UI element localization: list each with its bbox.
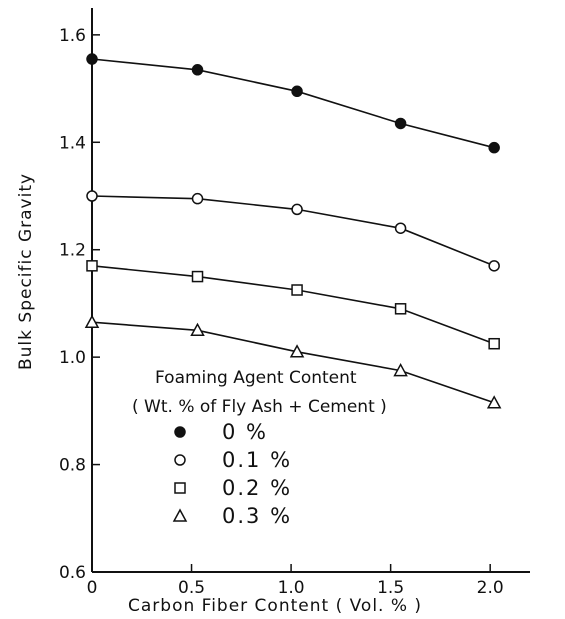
data-point [190,322,205,337]
y-tick-label: 1.2 [59,241,86,261]
data-point [86,190,98,202]
data-point [291,284,303,296]
series-layer [84,53,502,409]
legend-title-line1: Foaming Agent Content [155,368,357,388]
data-point [488,141,500,154]
series-3 [84,314,502,409]
legend-marker [174,482,186,494]
series-1 [86,190,500,272]
series-line [91,58,495,149]
y-tick-label: 1.4 [59,133,86,153]
data-point [84,314,100,328]
x-tick-label: 1.5 [377,578,404,598]
y-tick-label: 0.6 [59,563,86,583]
data-point [291,203,303,216]
data-point [488,337,500,350]
legend-label: 0.1 % [222,448,292,472]
series-line [91,321,495,404]
data-point [191,64,204,76]
data-point [191,192,204,205]
data-point [394,222,407,234]
legend-label: 0.3 % [222,504,292,528]
legend-label: 0 % [222,420,268,444]
axes: 0 0.5 1.0 1.5 2.0 0.6 0.8 1.0 1.2 1.4 1.6 [59,8,530,598]
y-tick-label: 0.8 [59,456,86,476]
data-point [291,85,303,98]
x-tick-label: 2.0 [477,578,504,598]
legend-marker [174,426,186,438]
data-point [86,260,98,272]
data-point [394,117,407,130]
series-0 [86,53,500,154]
x-axis-title: Carbon Fiber Content ( Vol. % ) [128,596,422,616]
data-point [486,395,502,409]
legend-marker [174,454,186,466]
data-point [488,260,500,272]
series-2 [86,260,500,350]
legend-marker [172,508,188,522]
y-axis-title: Bulk Specific Gravity [16,173,36,370]
data-point [394,303,407,315]
x-tick-label: 0 [87,578,98,598]
x-tick-label: 1.0 [278,578,305,598]
legend-label: 0.2 % [222,476,292,500]
y-tick-label: 1.6 [59,26,86,46]
legend-title-line2: ( Wt. % of Fly Ash + Cement ) [132,397,387,417]
data-point [393,363,408,377]
data-point [289,344,305,358]
x-tick-label: 0.5 [178,578,205,598]
data-point [191,270,204,283]
legend: Foaming Agent Content ( Wt. % of Fly Ash… [132,368,387,528]
data-point [86,53,98,65]
y-tick-label: 1.0 [59,348,86,368]
series-line [91,265,495,345]
